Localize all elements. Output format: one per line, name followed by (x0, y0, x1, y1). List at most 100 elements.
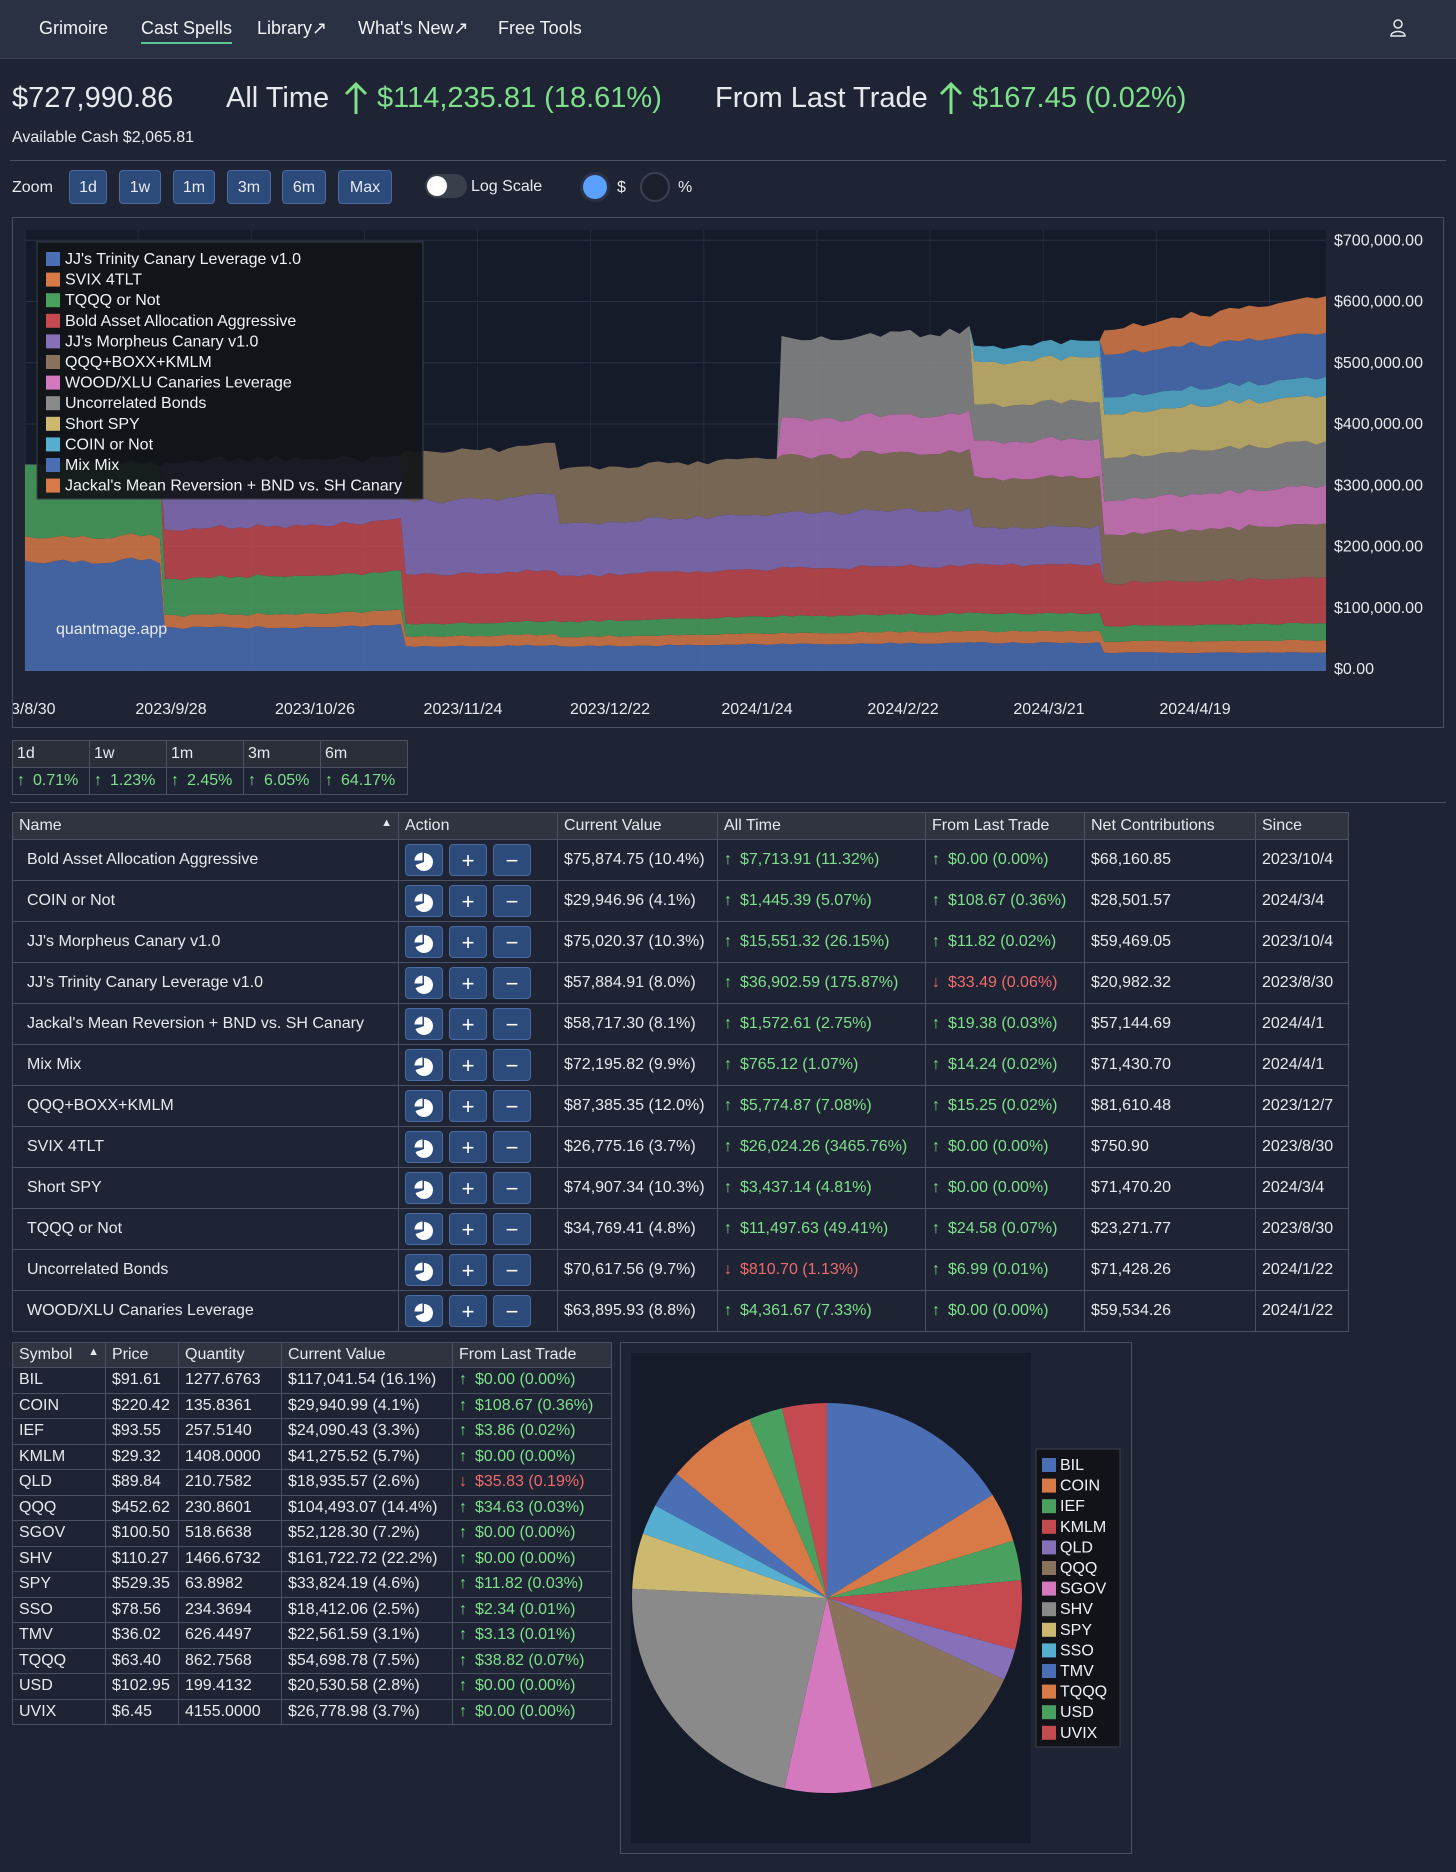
user-icon[interactable] (1388, 18, 1408, 38)
remove-funds-button[interactable]: − (493, 1295, 531, 1327)
pie-legend: BIL COIN IEF KMLM QLD QQQ SGOV SHV SPY SSO TMV TQQQ… (1035, 1448, 1121, 1748)
remove-funds-button[interactable]: − (493, 1008, 531, 1040)
pie-chart-icon[interactable] (405, 1049, 443, 1081)
nav-grimoire[interactable]: Grimoire (39, 18, 109, 38)
series-area-9 (25, 325, 1326, 470)
from-last-trade-column-header[interactable]: From Last Trade (452, 1342, 612, 1368)
pie-slice-qld (827, 1598, 1016, 1680)
current-value-column-header[interactable]: Current Value (281, 1342, 453, 1368)
spell-name[interactable]: Uncorrelated Bonds (12, 1249, 399, 1291)
holding-value: $22,561.59 (3.1%) (281, 1622, 453, 1649)
nav-library[interactable]: Library↗ (257, 18, 328, 38)
percent-radio[interactable] (640, 172, 670, 202)
spell-name[interactable]: QQQ+BOXX+KMLM (12, 1085, 399, 1127)
quantity-column-header[interactable]: Quantity (178, 1342, 282, 1368)
add-funds-button[interactable]: + (449, 926, 487, 958)
remove-funds-button[interactable]: − (493, 844, 531, 876)
spell-last-trade: ↑ $0.00 (0.00%) (925, 1167, 1085, 1209)
pie-legend-label: COIN (1060, 1478, 1100, 1495)
zoom-3m-button[interactable]: 3m (227, 170, 271, 204)
spell-name[interactable]: SVIX 4TLT (12, 1126, 399, 1168)
add-funds-button[interactable]: + (449, 1131, 487, 1163)
add-funds-button[interactable]: + (449, 1090, 487, 1122)
holding-price: $89.84 (105, 1469, 179, 1496)
pie-chart-icon[interactable] (405, 1295, 443, 1327)
spell-since: 2024/4/1 (1255, 1003, 1349, 1045)
remove-funds-button[interactable]: − (493, 1213, 531, 1245)
holding-row: TMV $36.02 626.4497 $22,561.59 (3.1%) ↑ $3.13… (12, 1622, 612, 1649)
zoom-max-button[interactable]: Max (338, 170, 392, 204)
remove-funds-button[interactable]: − (493, 885, 531, 917)
holding-price: $6.45 (105, 1698, 179, 1725)
spell-name[interactable]: COIN or Not (12, 880, 399, 922)
remove-funds-button[interactable]: − (493, 1090, 531, 1122)
spell-all-time: ↑ $1,445.39 (5.07%) (717, 880, 926, 922)
pie-chart-icon[interactable] (405, 844, 443, 876)
spell-all-time: ↓ $810.70 (1.13%) (717, 1249, 926, 1291)
pie-legend-label: QLD (1060, 1539, 1093, 1556)
add-funds-button[interactable]: + (449, 1008, 487, 1040)
add-funds-button[interactable]: + (449, 1213, 487, 1245)
price-column-header[interactable]: Price (105, 1342, 179, 1368)
remove-funds-button[interactable]: − (493, 1254, 531, 1286)
pie-chart-icon[interactable] (405, 1213, 443, 1245)
pie-chart-icon[interactable] (405, 1254, 443, 1286)
pie-chart-icon[interactable] (405, 1008, 443, 1040)
remove-funds-button[interactable]: − (493, 1049, 531, 1081)
spell-name[interactable]: JJ's Trinity Canary Leverage v1.0 (12, 962, 399, 1004)
spell-current-value: $75,020.37 (10.3%) (557, 921, 718, 963)
remove-funds-button[interactable]: − (493, 926, 531, 958)
spell-name[interactable]: Jackal's Mean Reversion + BND vs. SH Can… (12, 1003, 399, 1045)
from-last-trade-column-header[interactable]: From Last Trade (925, 812, 1085, 840)
remove-funds-button[interactable]: − (493, 1131, 531, 1163)
since-column-header[interactable]: Since (1255, 812, 1349, 840)
spell-name[interactable]: Short SPY (12, 1167, 399, 1209)
add-funds-button[interactable]: + (449, 1254, 487, 1286)
remove-funds-button[interactable]: − (493, 1172, 531, 1204)
add-funds-button[interactable]: + (449, 1295, 487, 1327)
net-contributions-column-header[interactable]: Net Contributions (1084, 812, 1256, 840)
zoom-6m-button[interactable]: 6m (282, 170, 326, 204)
zoom-1d-button[interactable]: 1d (69, 170, 107, 204)
dollar-radio[interactable] (580, 172, 610, 202)
pie-chart-icon[interactable] (405, 1131, 443, 1163)
holding-last-trade: ↑ $3.13 (0.01%) (452, 1622, 612, 1649)
pie-chart-icon[interactable] (405, 1090, 443, 1122)
pie-chart-icon[interactable] (405, 967, 443, 999)
holding-quantity: 234.3694 (178, 1596, 282, 1623)
legend-swatch (46, 478, 60, 493)
remove-funds-button[interactable]: − (493, 967, 531, 999)
log-scale-toggle[interactable] (425, 174, 467, 198)
add-funds-button[interactable]: + (449, 885, 487, 917)
pie-legend-label: TMV (1060, 1663, 1094, 1680)
spell-name[interactable]: Bold Asset Allocation Aggressive (12, 839, 399, 881)
zoom-1m-button[interactable]: 1m (173, 170, 215, 204)
nav-cast-spells[interactable]: Cast Spells (141, 18, 233, 44)
name-column-header[interactable]: Name ▲ (12, 812, 399, 840)
spell-current-value: $70,617.56 (9.7%) (557, 1249, 718, 1291)
spell-name[interactable]: TQQQ or Not (12, 1208, 399, 1250)
all-time-column-header[interactable]: All Time (717, 812, 926, 840)
symbol-column-header[interactable]: Symbol ▲ (12, 1342, 106, 1368)
chart-watermark: quantmage.app (56, 621, 167, 638)
pie-chart-icon[interactable] (405, 885, 443, 917)
nav-whats-new[interactable]: What's New↗ (358, 18, 469, 38)
nav-free-tools[interactable]: Free Tools (498, 18, 582, 38)
add-funds-button[interactable]: + (449, 1049, 487, 1081)
y-tick-label: $300,000.00 (1334, 477, 1423, 494)
spell-name[interactable]: WOOD/XLU Canaries Leverage (12, 1290, 399, 1332)
pie-chart-icon[interactable] (405, 926, 443, 958)
holding-quantity: 210.7582 (178, 1469, 282, 1496)
zoom-1w-button[interactable]: 1w (119, 170, 161, 204)
spell-current-value: $87,385.35 (12.0%) (557, 1085, 718, 1127)
spell-name[interactable]: JJ's Morpheus Canary v1.0 (12, 921, 399, 963)
holding-value: $18,412.06 (2.5%) (281, 1596, 453, 1623)
legend-swatch (46, 416, 60, 431)
add-funds-button[interactable]: + (449, 844, 487, 876)
add-funds-button[interactable]: + (449, 1172, 487, 1204)
spell-name[interactable]: Mix Mix (12, 1044, 399, 1086)
pie-chart-icon[interactable] (405, 1172, 443, 1204)
current-value-column-header[interactable]: Current Value (557, 812, 718, 840)
spell-since: 2023/8/30 (1255, 1126, 1349, 1168)
add-funds-button[interactable]: + (449, 967, 487, 999)
